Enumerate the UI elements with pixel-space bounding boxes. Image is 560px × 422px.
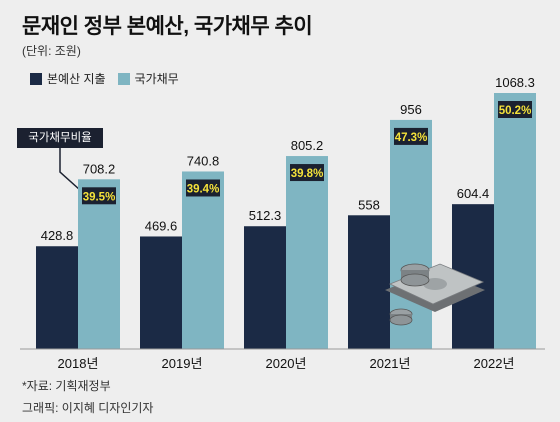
bar-debt	[494, 93, 536, 349]
x-tick-label: 2020년	[266, 356, 307, 371]
data-label-budget: 558	[358, 197, 380, 212]
bar-debt	[286, 156, 328, 349]
coin-base	[389, 314, 413, 326]
debt-ratio-label: 39.4%	[187, 183, 220, 195]
coin-stack-bottom	[400, 273, 430, 287]
legend-swatch-debt	[117, 72, 130, 85]
debt-ratio-box	[82, 187, 116, 205]
x-tick-label: 2019년	[162, 356, 203, 371]
debt-ratio-box	[290, 164, 324, 182]
debt-ratio-label: 47.3%	[395, 132, 428, 144]
data-label-budget: 428.8	[41, 228, 74, 243]
bar-budget	[348, 215, 390, 349]
data-label-budget: 604.4	[457, 186, 490, 201]
debt-ratio-label: 39.5%	[83, 191, 116, 203]
x-tick-label: 2018년	[58, 356, 99, 371]
x-tick-label: 2021년	[370, 356, 411, 371]
debt-ratio-box	[394, 127, 428, 145]
data-label-budget: 512.3	[249, 208, 282, 223]
unit-label: (단위: 조원)	[22, 44, 81, 58]
credit-note: 그래픽: 이지혜 디자인기자	[22, 401, 154, 415]
source-note: *자료: 기획재정부	[22, 379, 111, 393]
money-illustration	[385, 263, 485, 326]
legend-item-budget: 본예산 지출	[30, 70, 106, 87]
bar-budget	[140, 236, 182, 349]
debt-ratio-label: 50.2%	[499, 105, 532, 117]
legend: 본예산 지출 국가채무	[30, 70, 191, 87]
ratio-note-pointer	[59, 148, 81, 191]
bar-budget	[36, 246, 78, 349]
debt-ratio-box	[186, 179, 220, 197]
legend-swatch-budget	[30, 72, 42, 85]
legend-label-debt: 국가채무	[134, 72, 179, 86]
bar-budget	[244, 226, 286, 349]
debt-ratio-note: 국가채무비율	[17, 128, 103, 148]
debt-ratio-box	[498, 101, 532, 118]
bar-debt	[78, 179, 120, 349]
data-label-debt: 708.2	[83, 161, 116, 176]
data-label-debt: 956	[400, 102, 422, 117]
data-label-debt: 805.2	[291, 138, 324, 153]
data-label-budget: 469.6	[145, 218, 178, 233]
legend-label-budget: 본예산 지출	[47, 72, 106, 86]
data-label-debt: 1068.3	[495, 75, 535, 90]
page-title: 문재인 정부 본예산, 국가채무 추이	[22, 15, 313, 38]
x-tick-label: 2022년	[474, 356, 515, 371]
data-label-debt: 740.8	[187, 153, 220, 168]
bar-debt	[182, 171, 224, 349]
debt-ratio-label: 39.8%	[291, 168, 324, 180]
legend-item-debt: 국가채무	[117, 70, 179, 87]
